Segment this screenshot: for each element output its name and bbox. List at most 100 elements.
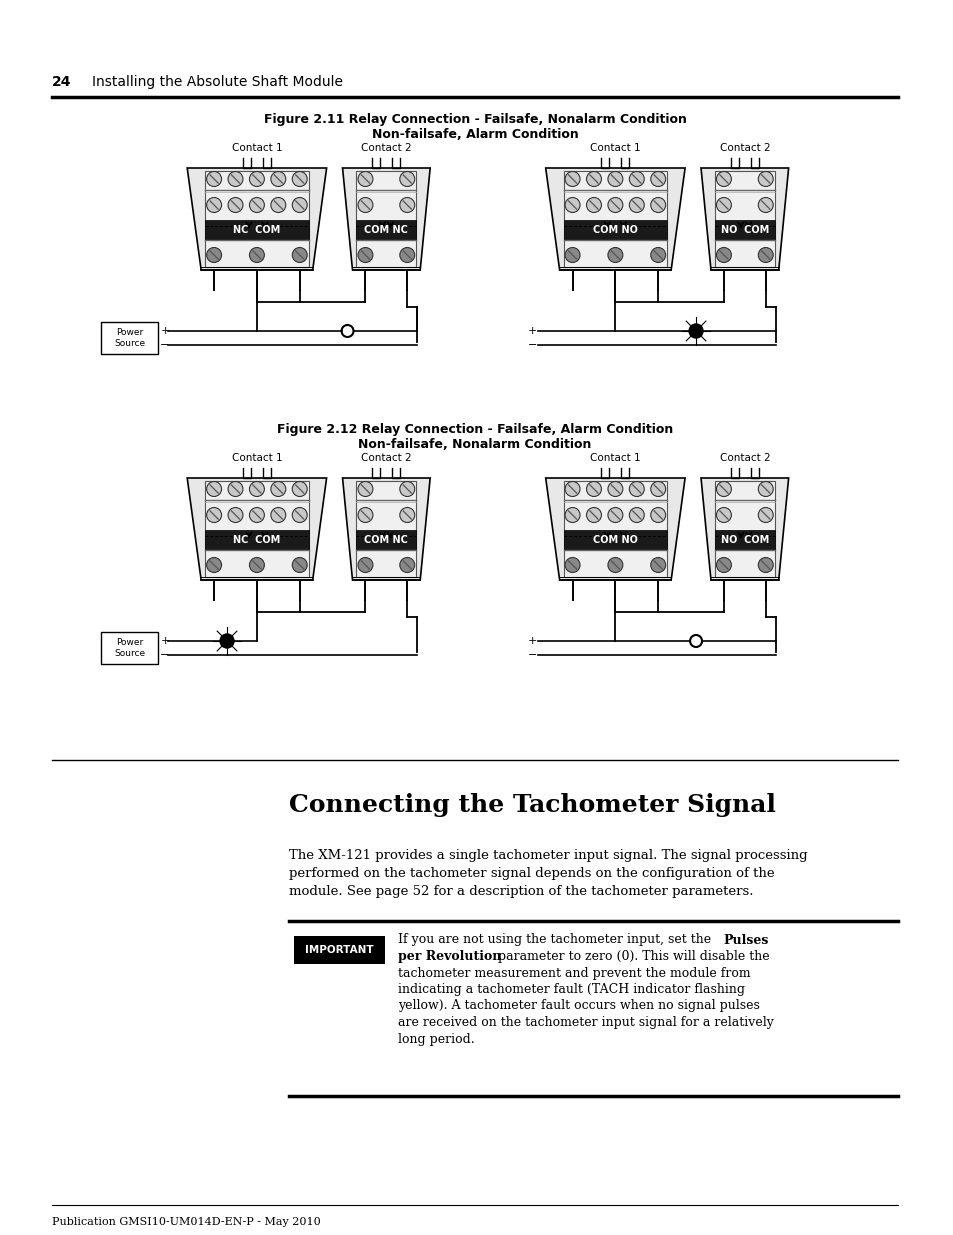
Text: Contact 1: Contact 1 — [232, 453, 282, 463]
Text: +: + — [160, 636, 170, 646]
Circle shape — [564, 557, 579, 573]
Circle shape — [228, 508, 243, 522]
Circle shape — [564, 482, 579, 496]
Polygon shape — [187, 168, 326, 270]
Bar — [100, 632, 158, 664]
Circle shape — [716, 482, 731, 496]
Circle shape — [399, 557, 415, 573]
Circle shape — [586, 482, 600, 496]
Circle shape — [689, 635, 701, 647]
Circle shape — [607, 198, 622, 212]
Circle shape — [564, 172, 579, 186]
Circle shape — [207, 247, 221, 263]
Circle shape — [758, 508, 773, 522]
Circle shape — [399, 482, 415, 496]
Circle shape — [228, 172, 243, 186]
Bar — [563, 220, 666, 240]
Circle shape — [249, 172, 264, 186]
Circle shape — [249, 482, 264, 496]
Circle shape — [564, 198, 579, 212]
Circle shape — [564, 247, 579, 263]
Text: NO  COM: NO COM — [720, 535, 768, 545]
Text: NC  COM: NC COM — [233, 535, 280, 545]
Circle shape — [292, 508, 307, 522]
Text: Figure 2.11 Relay Connection - Failsafe, Nonalarm Condition: Figure 2.11 Relay Connection - Failsafe,… — [263, 114, 686, 126]
Circle shape — [292, 198, 307, 212]
Polygon shape — [545, 168, 684, 270]
Circle shape — [629, 172, 643, 186]
Text: Contact 2: Contact 2 — [360, 143, 412, 153]
Text: COM NO: COM NO — [593, 225, 638, 235]
Circle shape — [650, 557, 665, 573]
Circle shape — [207, 198, 221, 212]
Circle shape — [607, 247, 622, 263]
Text: Power
Source: Power Source — [113, 329, 145, 348]
Circle shape — [357, 508, 373, 522]
Circle shape — [758, 482, 773, 496]
Text: COM NC: COM NC — [364, 225, 408, 235]
Circle shape — [716, 508, 731, 522]
Circle shape — [292, 172, 307, 186]
Text: NO  COM: NO COM — [720, 225, 768, 235]
Circle shape — [399, 172, 415, 186]
Bar — [356, 220, 416, 240]
Circle shape — [207, 557, 221, 573]
Circle shape — [688, 324, 702, 338]
Bar — [563, 530, 666, 550]
Circle shape — [207, 482, 221, 496]
Text: Non-failsafe, Alarm Condition: Non-failsafe, Alarm Condition — [372, 128, 578, 142]
Circle shape — [650, 482, 665, 496]
Text: +: + — [527, 326, 537, 336]
Text: Connecting the Tachometer Signal: Connecting the Tachometer Signal — [289, 793, 775, 818]
Circle shape — [650, 508, 665, 522]
Text: yellow). A tachometer fault occurs when no signal pulses: yellow). A tachometer fault occurs when … — [398, 999, 760, 1013]
Polygon shape — [342, 168, 430, 270]
Text: Contact 1: Contact 1 — [590, 143, 640, 153]
Circle shape — [716, 172, 731, 186]
Text: +: + — [527, 636, 537, 646]
Text: performed on the tachometer signal depends on the configuration of the: performed on the tachometer signal depen… — [289, 867, 774, 879]
Circle shape — [357, 482, 373, 496]
Text: Installing the Absolute Shaft Module: Installing the Absolute Shaft Module — [91, 75, 342, 89]
Text: −: − — [160, 650, 170, 659]
Circle shape — [357, 247, 373, 263]
Text: Contact 1: Contact 1 — [590, 453, 640, 463]
Circle shape — [650, 172, 665, 186]
Circle shape — [271, 508, 286, 522]
Bar — [563, 480, 666, 577]
Circle shape — [357, 557, 373, 573]
Circle shape — [716, 247, 731, 263]
Text: −: − — [527, 650, 537, 659]
Circle shape — [228, 198, 243, 212]
Text: Contact 1: Contact 1 — [232, 143, 282, 153]
Text: Power
Source: Power Source — [113, 638, 145, 658]
Text: COM NC: COM NC — [364, 535, 408, 545]
Circle shape — [357, 172, 373, 186]
Circle shape — [249, 247, 264, 263]
Polygon shape — [342, 478, 430, 580]
Text: module. See page 52 for a description of the tachometer parameters.: module. See page 52 for a description of… — [289, 884, 753, 898]
Circle shape — [607, 172, 622, 186]
Text: Contact 2: Contact 2 — [360, 453, 412, 463]
Circle shape — [758, 557, 773, 573]
Polygon shape — [700, 478, 788, 580]
Bar — [205, 220, 309, 240]
Circle shape — [629, 508, 643, 522]
Circle shape — [249, 508, 264, 522]
Circle shape — [292, 482, 307, 496]
Circle shape — [292, 557, 307, 573]
Circle shape — [271, 482, 286, 496]
Circle shape — [357, 198, 373, 212]
Circle shape — [758, 172, 773, 186]
Circle shape — [650, 247, 665, 263]
Circle shape — [716, 557, 731, 573]
Circle shape — [207, 508, 221, 522]
Text: The XM-121 provides a single tachometer input signal. The signal processing: The XM-121 provides a single tachometer … — [289, 848, 806, 862]
Circle shape — [399, 198, 415, 212]
Circle shape — [271, 172, 286, 186]
Text: Figure 2.12 Relay Connection - Failsafe, Alarm Condition: Figure 2.12 Relay Connection - Failsafe,… — [276, 424, 673, 436]
Text: Non-failsafe, Nonalarm Condition: Non-failsafe, Nonalarm Condition — [358, 438, 591, 452]
Circle shape — [564, 508, 579, 522]
Bar — [356, 170, 416, 267]
Circle shape — [650, 198, 665, 212]
